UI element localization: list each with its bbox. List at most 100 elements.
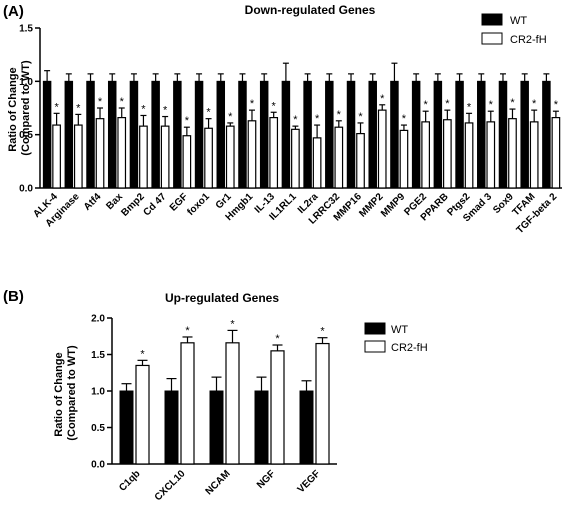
category-label: VEGF: [296, 468, 323, 495]
significance-marker: *: [320, 326, 325, 338]
bar-wt: [42, 80, 52, 189]
panel-b-chart: 0.0 0.5 1.0 1.5 2.0 * C1qb * CXCL10 * NCAM * NGF * VEG…: [91, 314, 337, 503]
bar-wt: [259, 80, 269, 189]
significance-marker: *: [445, 98, 450, 110]
bar-wt: [303, 80, 312, 189]
bar-wt: [520, 80, 529, 189]
significance-marker: *: [76, 102, 81, 114]
bar-wt: [390, 80, 399, 189]
category-label: NCAM: [204, 468, 233, 497]
bar-cr2fh: [291, 128, 300, 189]
significance-marker: *: [293, 114, 298, 126]
bar-cr2fh: [135, 364, 150, 465]
bar-cr2fh: [139, 125, 148, 189]
legend-b-wt-swatch: [364, 322, 386, 335]
bar-cr2fh: [225, 125, 235, 189]
significance-marker: *: [54, 101, 59, 113]
bar-cr2fh: [508, 118, 517, 189]
category-label: CXCL10: [153, 468, 188, 503]
significance-marker: *: [250, 98, 255, 110]
bar-wt: [216, 80, 226, 189]
bar-cr2fh: [247, 120, 257, 189]
category-label: Bmp2: [119, 191, 147, 219]
significance-marker: *: [120, 96, 125, 108]
y-tick-label: 0.5: [19, 130, 33, 141]
significance-marker: *: [163, 105, 168, 117]
significance-marker: *: [402, 113, 407, 125]
bar-cr2fh: [377, 109, 387, 189]
bar-wt: [477, 80, 486, 189]
panel-a-label: (A): [3, 3, 24, 20]
bar-wt: [346, 80, 356, 189]
bar-cr2fh: [334, 126, 344, 189]
bar-wt: [86, 80, 95, 189]
category-label: NGF: [255, 468, 278, 491]
significance-marker: *: [489, 99, 494, 111]
bar-cr2fh: [399, 129, 409, 189]
significance-marker: *: [185, 325, 190, 337]
y-tick-label: 0.5: [91, 423, 105, 434]
significance-marker: *: [467, 101, 472, 113]
bar-wt: [455, 80, 464, 189]
panel-a-legend: WT CR2-fH: [481, 13, 547, 46]
legend-b-cr2fh-swatch: [364, 340, 386, 353]
bar-wt: [433, 80, 443, 189]
bar-wt: [281, 80, 291, 189]
significance-marker: *: [315, 113, 320, 125]
bar-cr2fh: [204, 127, 213, 189]
panel-b-title: Up-regulated Genes: [165, 291, 279, 305]
legend-a-cr2fh-label: CR2-fH: [510, 34, 547, 46]
bar-wt: [151, 80, 160, 189]
bar-cr2fh: [225, 342, 240, 465]
bar-cr2fh: [270, 350, 285, 465]
significance-marker: *: [275, 333, 280, 345]
panel-b-y-axis-title: Ratio of Change (Compared to WT): [53, 345, 78, 441]
bar-cr2fh: [117, 116, 127, 189]
significance-marker: *: [98, 96, 103, 108]
bar-cr2fh: [443, 119, 452, 189]
legend-a-wt-label: WT: [510, 15, 527, 27]
significance-marker: *: [337, 109, 342, 121]
significance-marker: *: [228, 111, 233, 123]
y-tick-label: 0.0: [91, 460, 105, 471]
panel-a-chart: 0.00.51.01.5*ALK-4*Arginase*Atf4*Bax*Bmp…: [19, 24, 562, 236]
significance-marker: *: [554, 99, 559, 111]
bar-wt: [299, 390, 314, 465]
significance-marker: *: [424, 99, 429, 111]
significance-marker: *: [141, 103, 146, 115]
legend-b-cr2fh-label: CR2-fH: [391, 342, 428, 354]
bar-cr2fh: [182, 135, 192, 189]
bar-cr2fh: [73, 124, 83, 189]
bar-wt: [194, 80, 204, 189]
category-label: Cd 47: [141, 191, 168, 218]
significance-marker: *: [185, 115, 190, 127]
category-label: MMP9: [379, 191, 408, 220]
panel-b-legend: WT CR2-fH: [364, 322, 428, 354]
bar-cr2fh: [312, 137, 322, 189]
bar-cr2fh: [529, 121, 539, 189]
panel-a-title: Down-regulated Genes: [245, 3, 376, 17]
bar-wt: [164, 390, 179, 465]
significance-marker: *: [380, 93, 385, 105]
bar-wt: [107, 80, 117, 189]
y-tick-label: 0.0: [19, 184, 33, 195]
bar-cr2fh: [180, 342, 195, 465]
significance-marker: *: [206, 107, 211, 119]
legend-b-wt-label: WT: [391, 324, 408, 336]
bar-cr2fh: [486, 121, 496, 189]
bar-wt: [129, 80, 139, 189]
bar-cr2fh: [160, 125, 170, 189]
bar-cr2fh: [356, 133, 365, 189]
significance-marker: *: [272, 100, 277, 112]
bar-cr2fh: [464, 122, 474, 189]
bar-wt: [254, 390, 269, 465]
bar-cr2fh: [52, 124, 61, 189]
bar-cr2fh: [421, 121, 430, 189]
bar-cr2fh: [551, 116, 561, 189]
y-tick-label: 1.5: [19, 24, 33, 35]
bar-cr2fh: [269, 116, 279, 189]
significance-marker: *: [510, 97, 515, 109]
legend-a-wt-swatch: [481, 13, 503, 26]
category-label: Atf4: [82, 191, 104, 213]
